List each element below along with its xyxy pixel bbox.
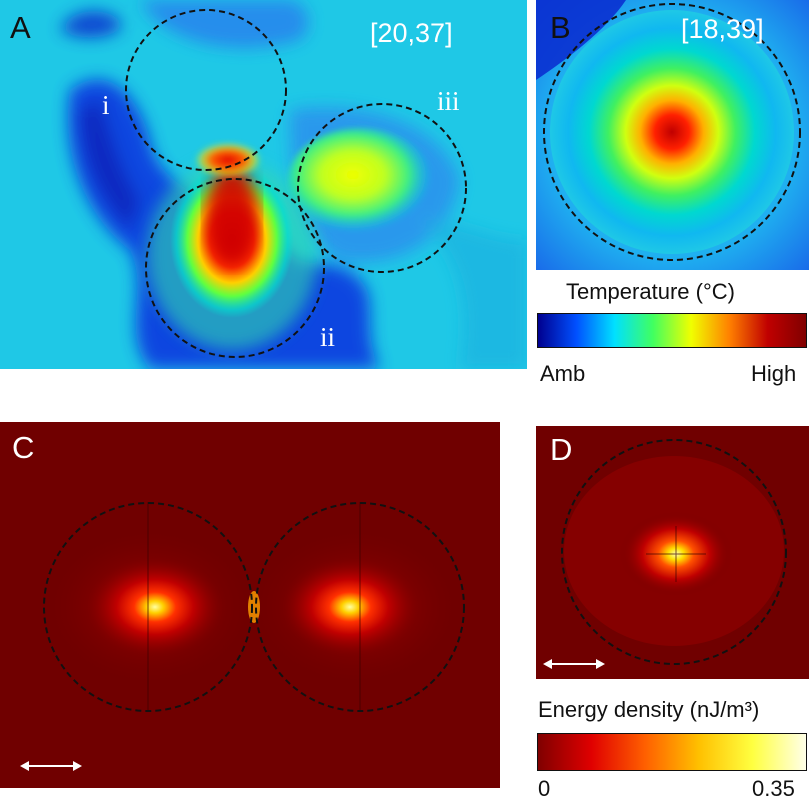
particle-iii-outline <box>297 103 467 273</box>
label-ii: ii <box>320 322 336 352</box>
panel-b-bracket: [18,39] <box>681 14 764 44</box>
particle-ii-outline <box>145 178 325 358</box>
panel-c-simulation: C <box>0 422 500 788</box>
panel-b-heatmap <box>536 0 809 270</box>
panel-d-simulation: D <box>536 426 809 679</box>
label-iii: iii <box>437 86 460 116</box>
polarization-arrow-icon <box>543 659 605 669</box>
panel-c-heatmap <box>0 422 500 788</box>
panel-c-letter: C <box>12 430 35 465</box>
temperature-colorbar-title: Temperature (°C) <box>566 279 735 304</box>
panel-a-heatmap <box>0 0 527 369</box>
energy-colorbar-title: Energy density (nJ/m³) <box>538 697 760 722</box>
particle-left-outline <box>43 502 253 712</box>
panel-a-letter: A <box>10 10 31 45</box>
particle-right-outline <box>255 502 465 712</box>
panel-a-bracket: [20,37] <box>370 18 453 48</box>
energy-min-label: 0 <box>538 776 551 801</box>
particle-i-outline <box>125 9 287 171</box>
temperature-max-label: High <box>751 361 797 386</box>
energy-colorbar <box>537 733 807 771</box>
panel-b-letter: B <box>550 10 571 45</box>
energy-max-label: 0.35 <box>752 776 795 801</box>
temperature-min-label: Amb <box>540 361 586 386</box>
panel-b-thermal-image: B [18,39] <box>536 0 809 270</box>
label-i: i <box>102 90 110 120</box>
panel-d-heatmap <box>536 426 809 679</box>
panel-d-letter: D <box>550 432 573 467</box>
temperature-colorbar <box>537 313 807 348</box>
particle-outline-d <box>561 439 787 665</box>
polarization-arrow-icon <box>20 761 82 771</box>
particle-outline-b <box>543 3 801 261</box>
panel-a-thermal-image: A [20,37] i ii iii <box>0 0 527 369</box>
